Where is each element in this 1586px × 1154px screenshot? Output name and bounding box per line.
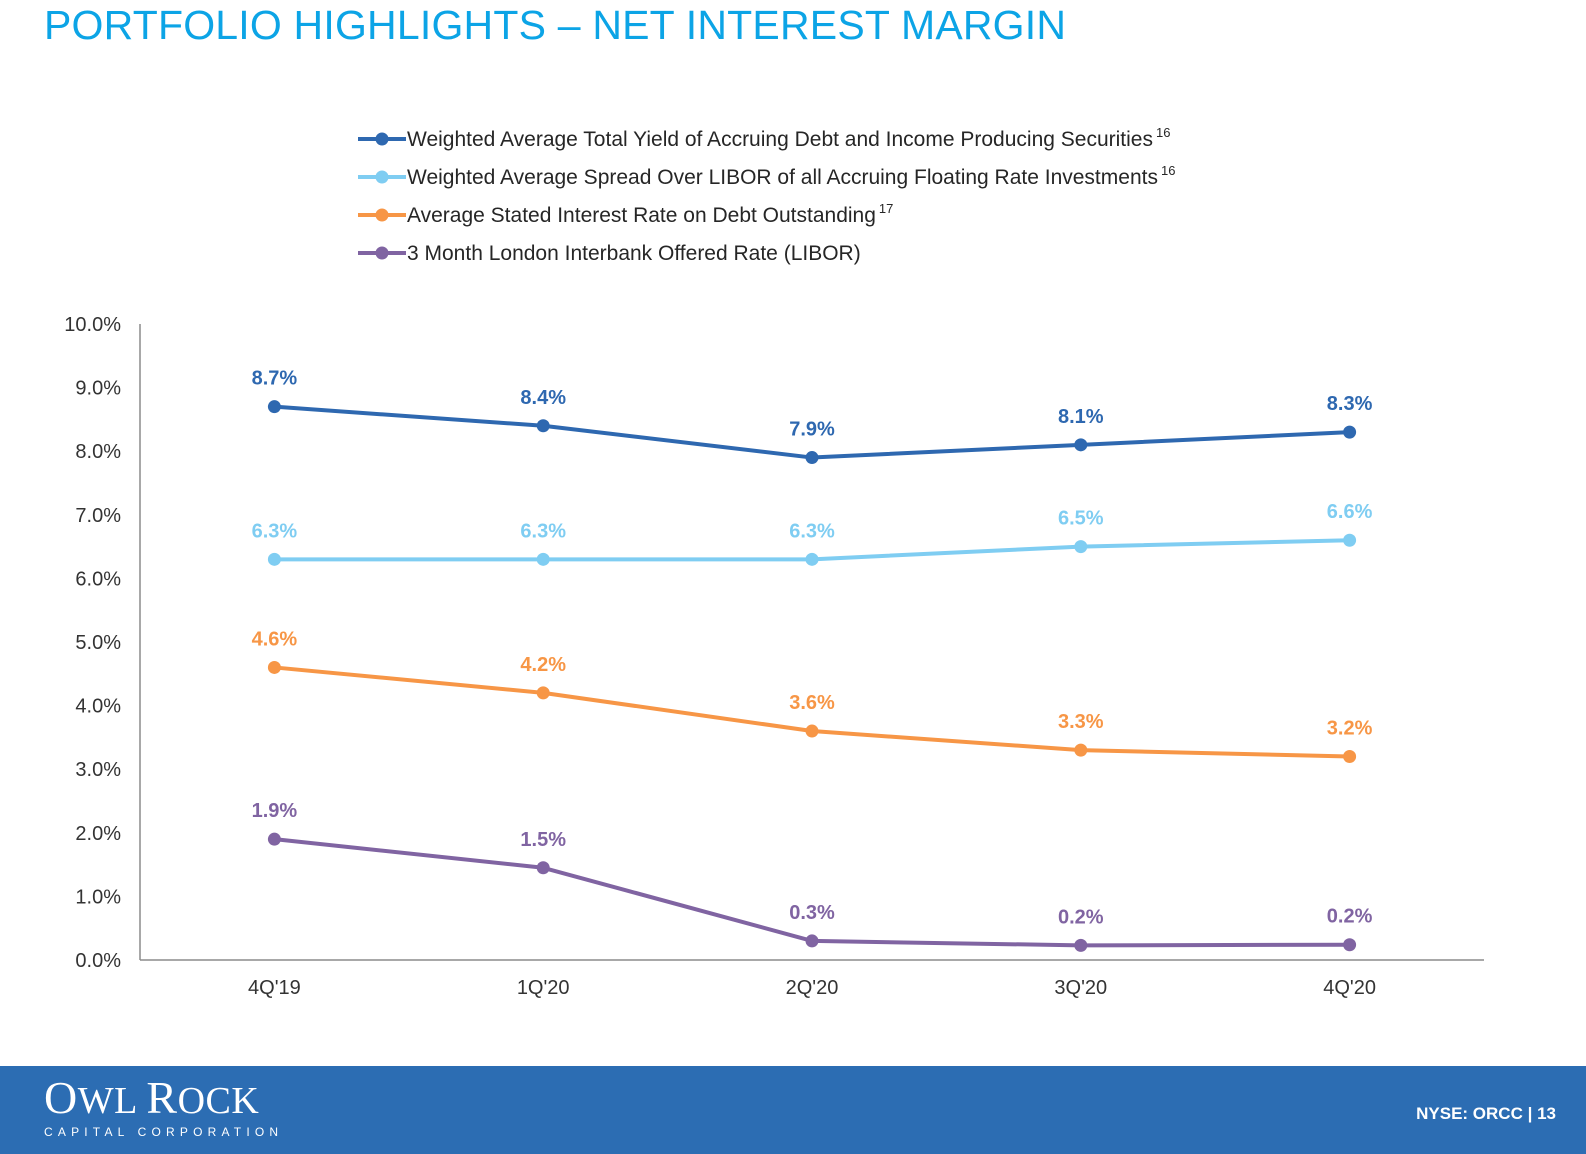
data-label: 6.3%: [520, 520, 566, 542]
page-reference: NYSE: ORCC | 13: [1416, 1104, 1556, 1124]
legend-series-name: Weighted Average Total Yield of Accruing…: [407, 128, 1153, 151]
logo-name: OWL ROCK: [44, 1072, 260, 1123]
data-point: [267, 400, 281, 414]
data-label: 1.9%: [252, 800, 298, 822]
data-label: 3.2%: [1327, 717, 1373, 739]
data-point: [267, 832, 281, 846]
data-label: 7.9%: [789, 419, 835, 441]
legend-series-name: Average Stated Interest Rate on Debt Out…: [407, 204, 876, 227]
data-point: [1343, 749, 1357, 763]
data-point: [1074, 438, 1088, 452]
data-label: 6.6%: [1327, 501, 1373, 523]
data-label: 8.4%: [520, 387, 566, 409]
page-separator: |: [1527, 1104, 1533, 1123]
y-tick-label: 5.0%: [75, 632, 121, 654]
y-tick-label: 10.0%: [64, 314, 121, 336]
x-tick-label: 4Q'20: [1323, 977, 1376, 999]
page-title: PORTFOLIO HIGHLIGHTS – NET INTEREST MARG…: [44, 2, 1067, 48]
y-tick-label: 9.0%: [75, 378, 121, 400]
legend-swatch: [358, 132, 406, 146]
logo-tagline: CAPITAL CORPORATION: [44, 1125, 284, 1139]
data-point: [536, 686, 550, 700]
owl-rock-logo: OWL ROCK CAPITAL CORPORATION: [44, 1072, 284, 1140]
data-label: 4.2%: [520, 654, 566, 676]
data-label: 0.3%: [789, 902, 835, 924]
legend-swatch: [358, 208, 406, 222]
y-tick-label: 1.0%: [75, 886, 121, 908]
y-tick-label: 0.0%: [75, 950, 121, 972]
data-point: [805, 724, 819, 738]
data-point: [536, 419, 550, 433]
series-line-3-month-london-interbank-offered-rate-li: [274, 837, 1350, 948]
legend-swatch: [358, 246, 406, 260]
data-label: 0.2%: [1327, 906, 1373, 928]
y-tick-label: 6.0%: [75, 568, 121, 590]
data-point: [1343, 425, 1357, 439]
data-point: [536, 552, 550, 566]
page-number: 13: [1537, 1104, 1556, 1123]
legend-series-name: Weighted Average Spread Over LIBOR of al…: [407, 166, 1158, 189]
data-point: [1343, 533, 1357, 547]
ticker-text: NYSE: ORCC: [1416, 1104, 1523, 1123]
data-label: 1.5%: [520, 829, 566, 851]
y-tick-label: 4.0%: [75, 696, 121, 718]
legend-footnote: 17: [878, 201, 894, 216]
y-tick-label: 2.0%: [75, 823, 121, 845]
data-point: [805, 451, 819, 465]
x-tick-label: 2Q'20: [786, 977, 839, 999]
x-tick-label: 1Q'20: [517, 977, 570, 999]
data-point: [267, 660, 281, 674]
data-point: [1074, 938, 1088, 952]
data-label: 6.5%: [1058, 508, 1104, 530]
data-point: [805, 934, 819, 948]
legend-label: 3 Month London Interbank Offered Rate (L…: [407, 242, 861, 266]
line-chart: 0.0% 1.0% 2.0% 3.0% 4.0% 5.0% 6.0% 7.0% 8.0% 9.0%…: [64, 314, 1484, 999]
legend-footnote: 16: [1160, 163, 1176, 178]
data-point: [536, 861, 550, 875]
data-point: [267, 552, 281, 566]
data-label: 8.7%: [252, 368, 298, 390]
data-point: [805, 552, 819, 566]
data-label: 8.1%: [1058, 406, 1104, 428]
data-point: [1343, 938, 1357, 952]
data-point: [1074, 540, 1088, 554]
data-label: 3.6%: [789, 692, 835, 714]
data-label: 6.3%: [252, 520, 298, 542]
data-label: 3.3%: [1058, 711, 1104, 733]
x-tick-label: 3Q'20: [1054, 977, 1107, 999]
y-tick-label: 3.0%: [75, 759, 121, 781]
data-label: 0.2%: [1058, 906, 1104, 928]
legend-footnote: 16: [1155, 125, 1171, 140]
footer-bar: OWL ROCK CAPITAL CORPORATION NYSE: ORCC …: [0, 1066, 1586, 1154]
y-tick-label: 7.0%: [75, 505, 121, 527]
data-label: 6.3%: [789, 520, 835, 542]
legend-label: Average Stated Interest Rate on Debt Out…: [407, 201, 894, 228]
legend-label: Weighted Average Total Yield of Accruing…: [407, 125, 1171, 152]
y-tick-label: 8.0%: [75, 441, 121, 463]
data-label: 8.3%: [1327, 393, 1373, 415]
legend-label: Weighted Average Spread Over LIBOR of al…: [407, 163, 1176, 190]
legend-swatch: [358, 170, 406, 184]
x-tick-label: 4Q'19: [248, 977, 301, 999]
data-label: 4.6%: [252, 628, 298, 650]
data-point: [1074, 743, 1088, 757]
legend-series-name: 3 Month London Interbank Offered Rate (L…: [407, 242, 861, 265]
